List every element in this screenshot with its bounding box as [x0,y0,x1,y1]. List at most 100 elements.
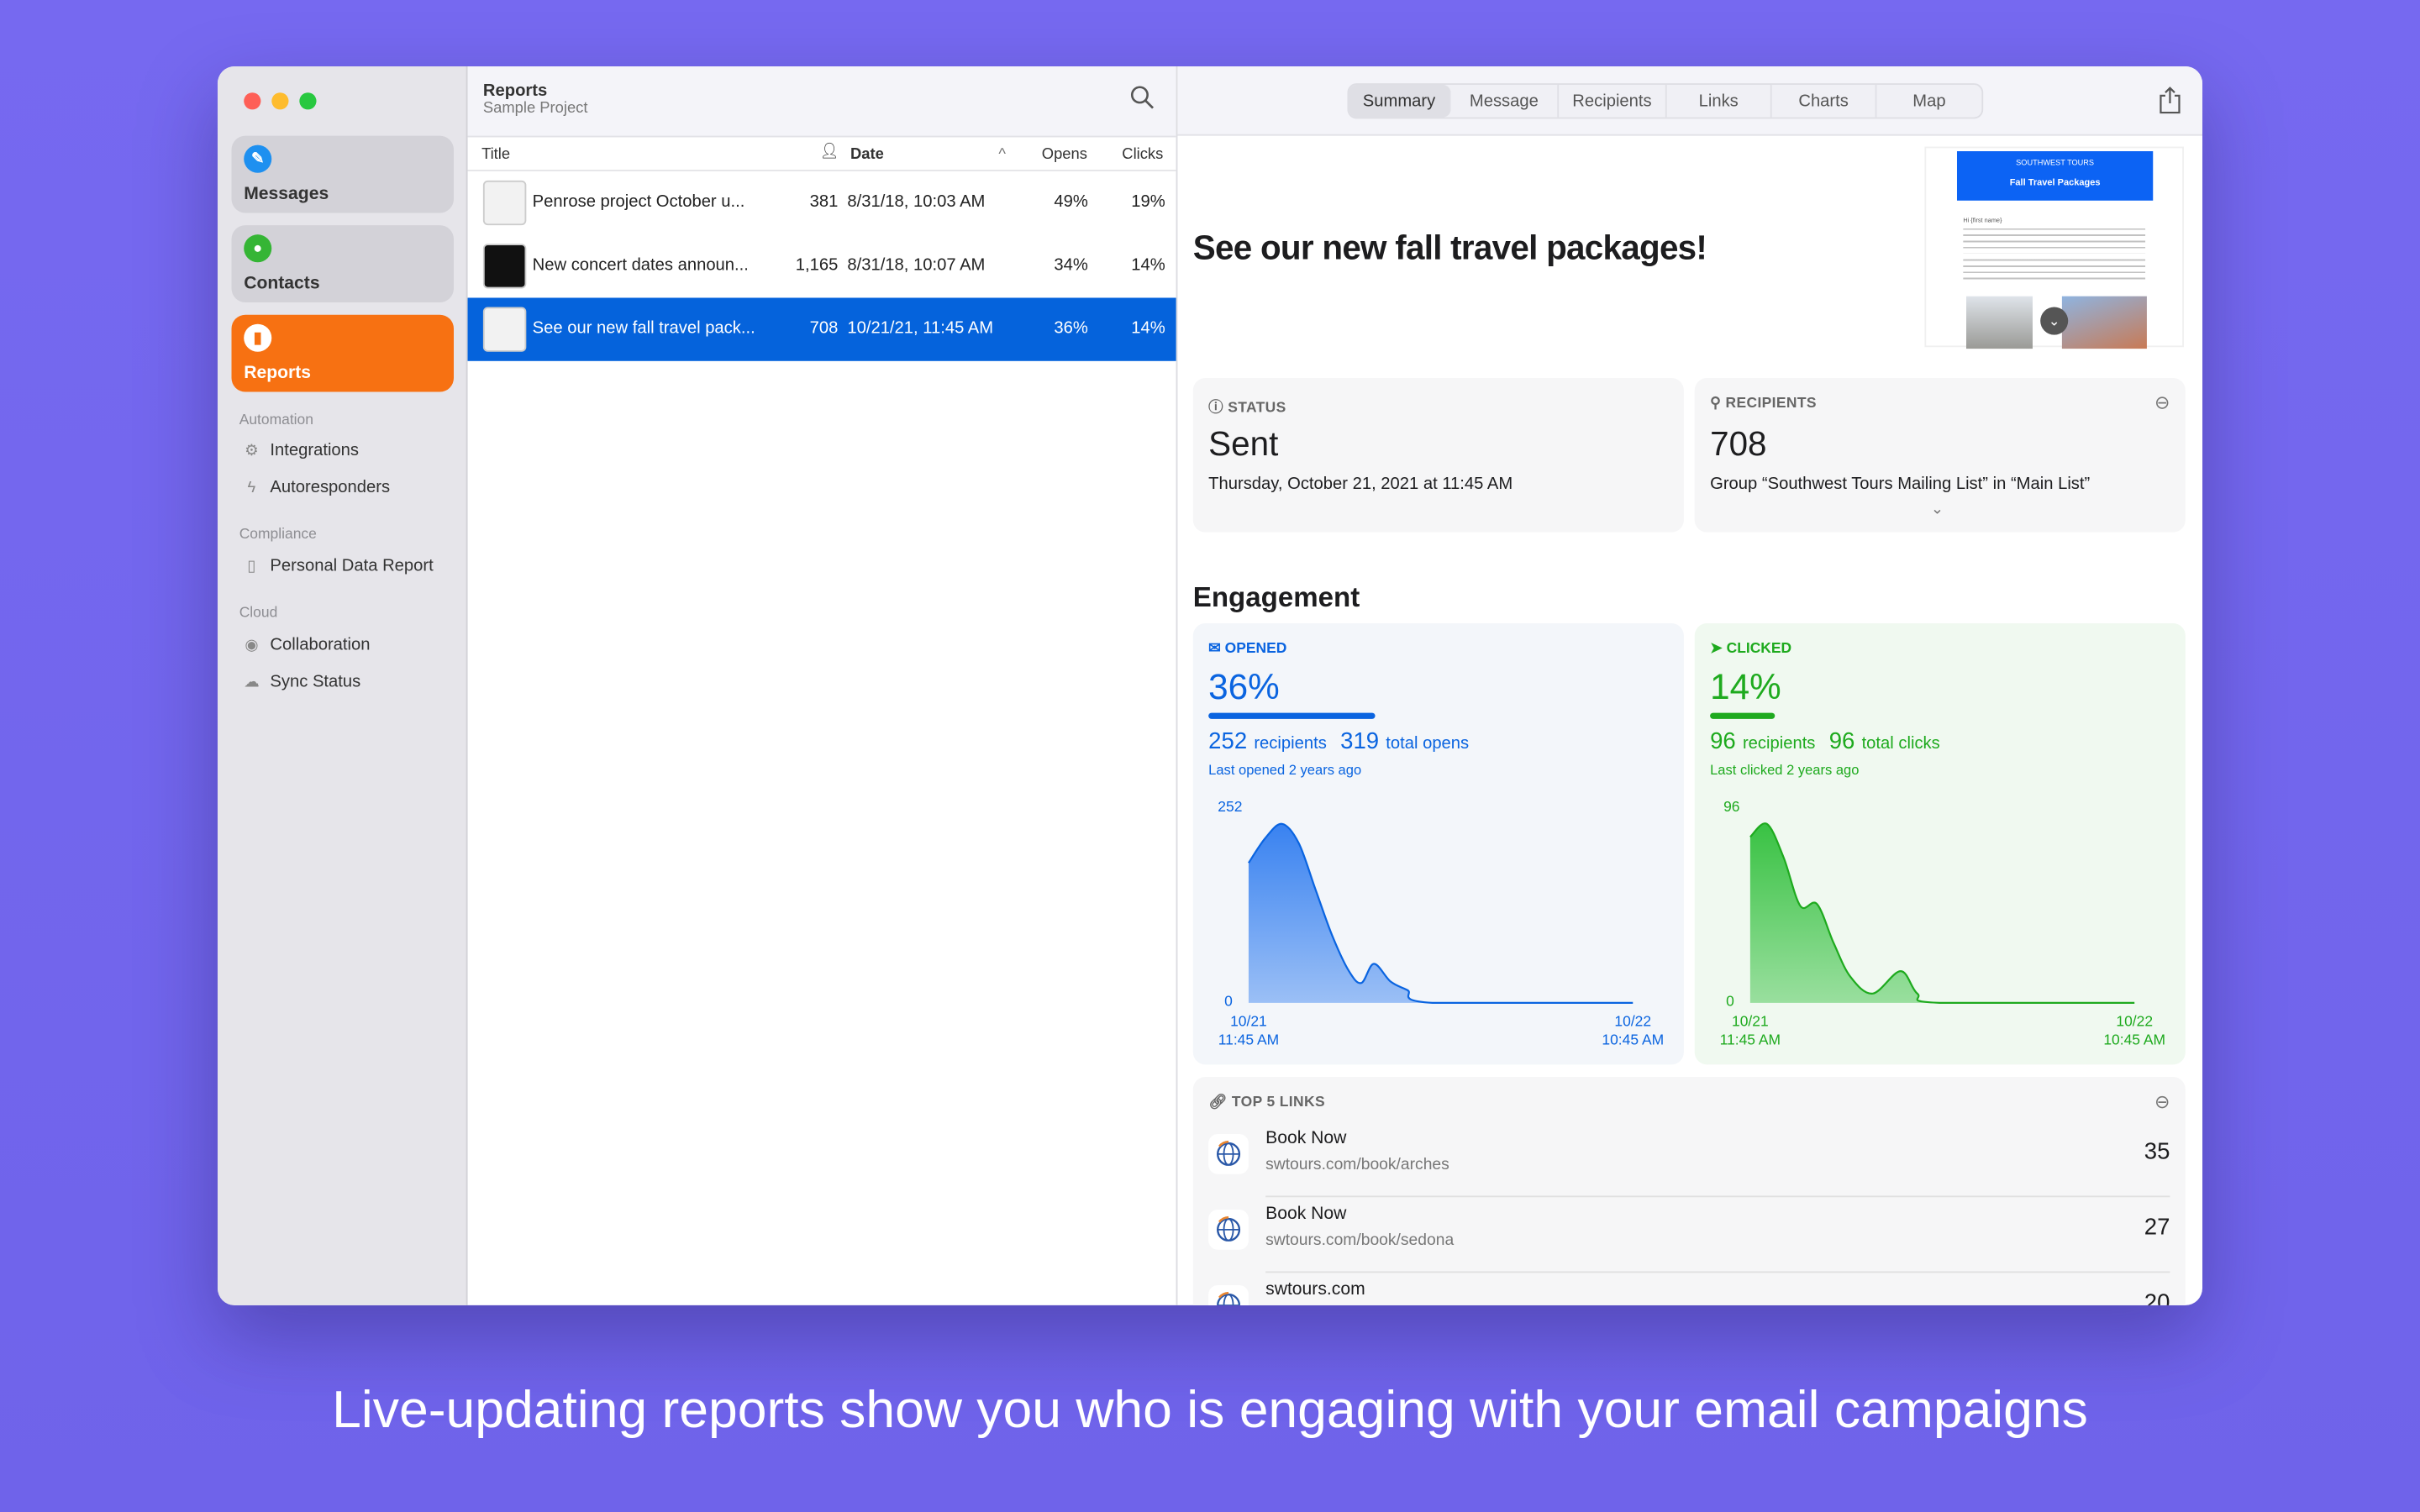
opened-caption: OPENED [1224,640,1287,658]
sidebar-item-reports[interactable]: ▮ Reports [231,314,455,392]
sidebar-item-messages[interactable]: ✎ Messages [231,135,455,213]
preview-image [2061,296,2147,349]
preview-text [1963,259,2146,284]
top-links-label: 🔗︎ TOP 5 LINKS [1208,1094,1325,1110]
section-cloud: Cloud [239,605,278,622]
recipients-text: recipients [1254,734,1327,753]
row-title: See our new fall travel pack... [532,319,755,339]
recipients-group: Group “Southwest Tours Mailing List” in … [1710,475,2091,494]
table-row[interactable]: New concert dates announ... 1,165 8/31/1… [468,234,1176,297]
clicked-counts: 96 recipients 96 total clicks [1710,728,1940,756]
share-icon[interactable] [2160,87,2181,114]
sidebar-item-label: Reports [244,364,312,383]
y-tick-max: 252 [1218,799,1243,816]
status-label: ⓘ STATUS [1208,399,1286,417]
link-name: Book Now [1265,1205,1347,1224]
series-line [1749,822,2135,1004]
opened-percentage: 36% [1208,666,1280,707]
preview-greeting: Hi {first name} [1963,216,2002,224]
series-line [1248,822,1634,1004]
preview-heading: Fall Travel Packages [2009,179,2101,189]
document-icon: ▯ [247,557,256,575]
tab-recipients[interactable]: Recipients [1559,85,1667,118]
row-date: 8/31/18, 10:07 AM [847,255,986,275]
link-count: 35 [2144,1138,2170,1165]
tab-links[interactable]: Links [1667,85,1772,118]
sidebar-item-label: Collaboration [270,635,371,654]
person-circle-icon: ◉ [245,636,259,654]
row-title: Penrose project October u... [532,192,745,212]
sidebar-item-collaboration[interactable]: ◉ Collaboration [242,636,370,654]
status-card: ⓘ STATUS Sent Thursday, October 21, 2021… [1192,378,1684,533]
sidebar-item-label: Messages [244,185,329,204]
recipients-column-person-icon[interactable]: 👤︎ [819,143,839,161]
sidebar-item-label: Autoresponders [270,478,391,497]
opened-last-time: Last opened 2 years ago [1208,762,1362,778]
status-date: Thursday, October 21, 2021 at 11:45 AM [1208,475,1513,494]
link-name: Book Now [1265,1129,1347,1148]
total-count: 319 [1340,727,1380,755]
sidebar-item-sync-status[interactable]: ☁ Sync Status [242,673,360,691]
expand-chevron-icon[interactable]: ⌄ [2040,307,2069,335]
clicked-chart [1749,822,2135,1004]
table-row[interactable]: Penrose project October u... 381 8/31/18… [468,171,1176,234]
globe-icon [1208,1285,1249,1305]
preview-image [1966,296,2033,349]
top-links-caption: TOP 5 LINKS [1231,1094,1325,1111]
row-clicks: 19% [1131,192,1165,212]
column-headers: Title 👤︎ Date ^ Opens Clicks [467,137,1176,171]
tab-charts[interactable]: Charts [1772,85,1877,118]
row-opens: 49% [1054,192,1088,212]
row-clicks: 14% [1131,319,1165,339]
sort-ascending-icon: ^ [998,146,1007,164]
opened-counts: 252 recipients 319 total opens [1208,728,1469,756]
status-caption: STATUS [1228,399,1286,417]
sidebar-item-autoresponders[interactable]: ϟ Autoresponders [242,478,391,497]
row-opens: 34% [1054,255,1088,275]
y-tick-zero: 0 [1224,993,1233,1011]
column-date[interactable]: Date [850,146,884,164]
sidebar-item-personal-data-report[interactable]: ▯ Personal Data Report [242,557,433,575]
email-preview[interactable]: SOUTHWEST TOURS Fall Travel Packages Hi … [1924,146,2184,349]
clicked-label: ➤︎ CLICKED [1710,640,1791,657]
tab-message[interactable]: Message [1451,85,1560,118]
zoom-button[interactable] [299,92,317,110]
close-button[interactable] [244,92,261,110]
window-controls [244,92,317,110]
list-title: Reports [482,81,548,101]
column-clicks[interactable]: Clicks [1122,146,1164,164]
cloud-icon: ☁ [244,673,260,690]
sidebar-item-integrations[interactable]: ⚙ Integrations [242,441,359,459]
column-opens[interactable]: Opens [1041,146,1087,164]
bolt-icon: ϟ [247,479,256,496]
link-row[interactable]: swtours.com 20 [1193,1273,2186,1305]
recipients-label: ⚲ RECIPIENTS [1710,395,1817,412]
column-title[interactable]: Title [481,146,511,164]
sidebar-item-contacts[interactable]: ● Contacts [231,225,455,303]
x-tick-end: 10/22 10:45 AM [2103,1013,2166,1049]
link-row[interactable]: Book Now swtours.com/book/arches 35 [1193,1121,2186,1198]
table-row[interactable]: See our new fall travel pack... 708 10/2… [467,297,1176,361]
tab-summary[interactable]: Summary [1349,85,1451,118]
opened-label: ✉︎ OPENED [1208,640,1286,657]
recipients-value: 708 [1710,424,1767,464]
search-icon[interactable] [1129,85,1155,109]
link-count: 20 [2144,1289,2170,1305]
tab-map[interactable]: Map [1912,92,1946,112]
go-arrow-icon[interactable]: ⊖ [2154,391,2170,414]
globe-icon [1208,1134,1249,1174]
preview-brand: SOUTHWEST TOURS [2016,159,2095,169]
preview-text [1963,228,2146,254]
x-tick-start: 10/21 11:45 AM [1719,1013,1781,1049]
list-subtitle: Sample Project [482,100,588,118]
row-recipients: 1,165 [795,255,839,275]
email-thumbnail [482,307,527,352]
go-arrow-icon[interactable]: ⊖ [2154,1090,2170,1113]
sidebar-item-label: Integrations [270,441,360,460]
minimize-button[interactable] [271,92,289,110]
engagement-heading: Engagement [1192,581,1360,613]
globe-icon [1208,1210,1249,1250]
link-row[interactable]: Book Now swtours.com/book/sedona 27 [1193,1197,2186,1273]
chevron-down-icon[interactable]: ⌄ [1930,501,1944,519]
link-count: 27 [2144,1214,2170,1241]
